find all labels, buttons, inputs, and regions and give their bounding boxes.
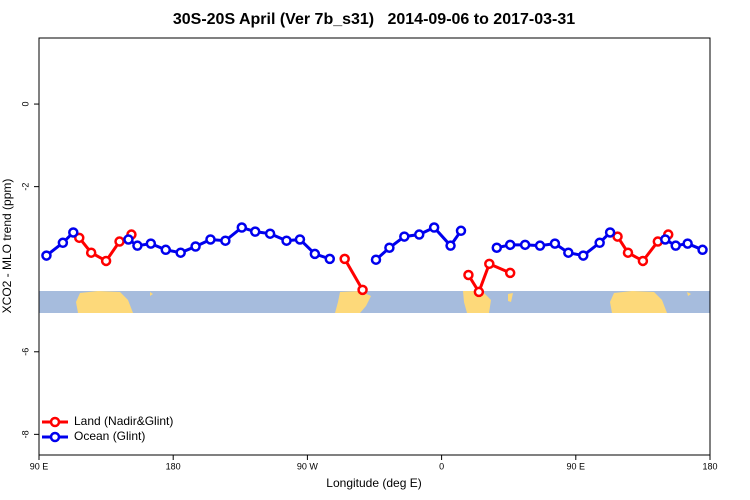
data-point [399, 231, 410, 242]
data-point [132, 240, 143, 251]
data-point [145, 238, 157, 249]
data-point [220, 235, 231, 246]
data-point [519, 239, 531, 251]
data-point [160, 244, 171, 256]
series-line [664, 238, 704, 252]
data-point [264, 228, 276, 239]
data-point [41, 250, 52, 261]
series-line [467, 261, 511, 296]
data-point [660, 234, 671, 245]
data-point [428, 222, 440, 233]
y-axis-label: XCO2 - MLO trend (ppm) [0, 179, 14, 314]
legend-marker [49, 431, 61, 443]
x-tick-label: 90 W [297, 461, 319, 471]
data-point [384, 242, 395, 253]
data-point [68, 227, 79, 238]
data-point [504, 267, 516, 279]
data-point [563, 247, 574, 258]
data-point [100, 255, 112, 267]
data-point [622, 247, 634, 258]
data-point [324, 253, 336, 265]
data-point [413, 229, 425, 240]
data-point [123, 234, 134, 245]
data-point [534, 240, 546, 251]
x-tick-label: 180 [702, 461, 717, 471]
data-point [578, 250, 589, 261]
data-point [57, 237, 69, 249]
plot-frame [38, 37, 711, 456]
data-point [455, 225, 467, 237]
data-point [504, 239, 516, 251]
data-point [309, 248, 321, 260]
data-point [604, 227, 616, 238]
series-line [343, 258, 364, 291]
data-point [612, 231, 623, 242]
data-point [114, 236, 125, 247]
data-point [549, 238, 561, 249]
y-tick-label: 0 [20, 102, 30, 107]
data-point [637, 255, 649, 267]
data-point [473, 286, 485, 298]
legend-label: Land (Nadir&Glint) [74, 414, 173, 428]
data-point [594, 237, 605, 249]
data-point [697, 244, 708, 256]
data-point [205, 234, 216, 245]
x-tick-label: 180 [166, 461, 181, 471]
data-point [85, 247, 97, 258]
map-strip [39, 291, 710, 313]
data-point [670, 240, 681, 251]
legend-label: Ocean (Glint) [74, 429, 145, 443]
legend-marker [49, 416, 61, 428]
data-point [190, 241, 201, 252]
data-point [281, 235, 292, 246]
x-tick-label: 90 E [30, 461, 49, 471]
data-point [294, 234, 306, 245]
data-point [357, 284, 368, 296]
data-point [370, 254, 382, 265]
data-point [249, 226, 261, 237]
x-axis-label: Longitude (deg E) [326, 476, 421, 490]
x-tick-label: 90 E [567, 461, 586, 471]
data-point [491, 242, 503, 253]
data-point [484, 258, 495, 270]
data-point [463, 269, 474, 281]
y-tick-label: -6 [20, 348, 30, 356]
data-point [445, 240, 456, 251]
chart-title: 30S-20S April (Ver 7b_s31) 2014-09-06 to… [173, 11, 575, 28]
y-tick-label: -2 [20, 183, 30, 191]
x-tick-label: 0 [439, 461, 444, 471]
data-point [236, 222, 248, 233]
data-point [175, 247, 186, 258]
y-tick-label: -8 [20, 430, 30, 438]
data-point [339, 253, 350, 265]
data-point [682, 238, 693, 249]
legend: Land (Nadir&Glint) Ocean (Glint) [42, 414, 173, 443]
